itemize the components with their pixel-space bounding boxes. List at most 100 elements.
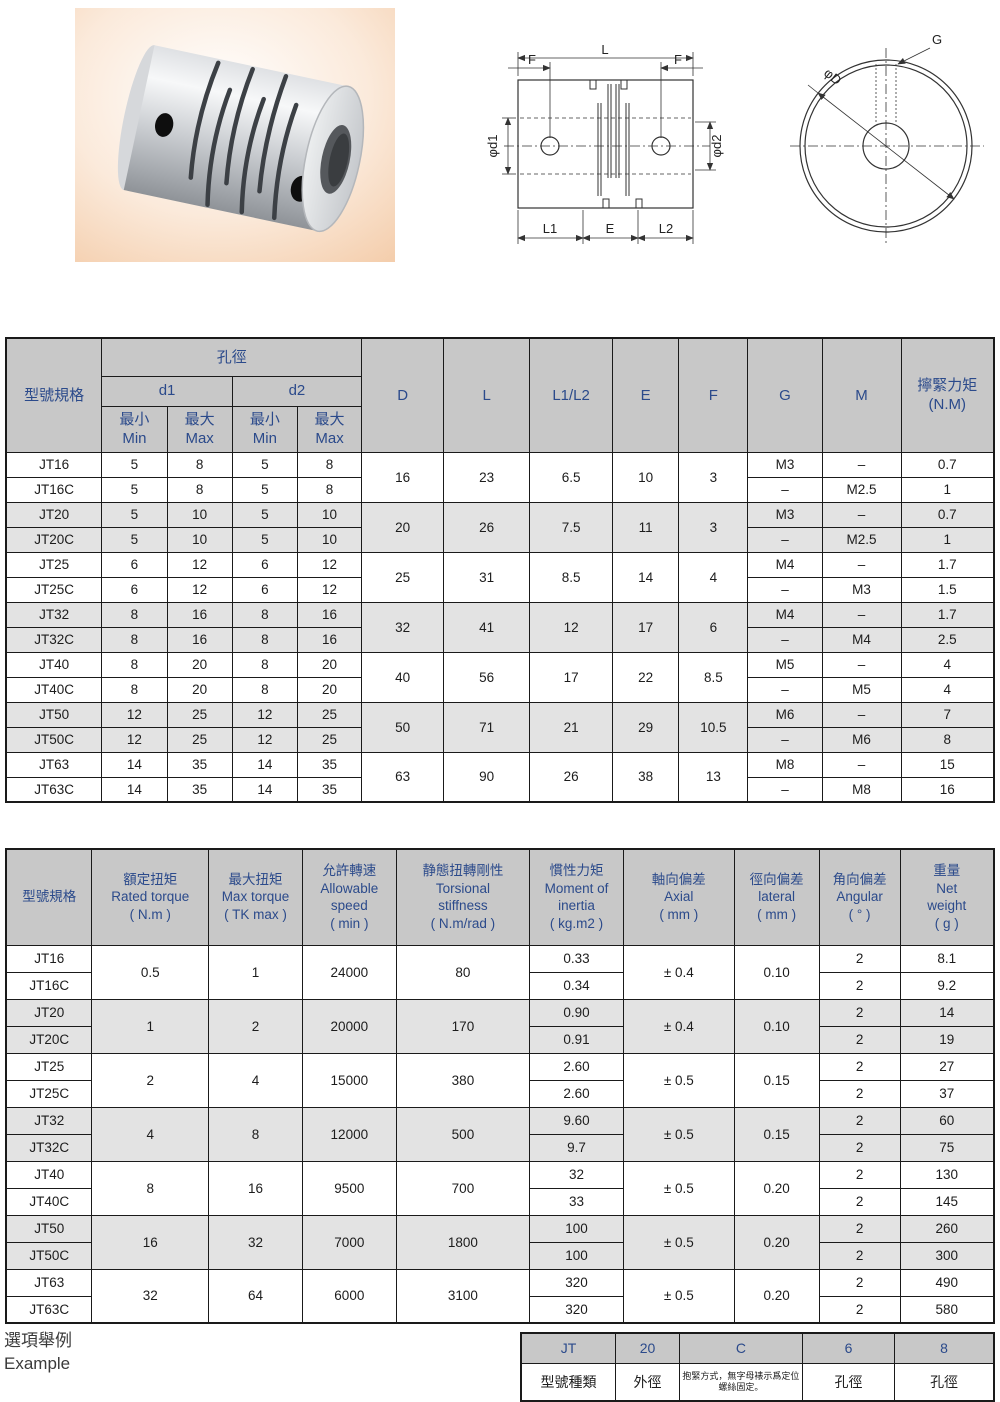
value-cell: 10: [166, 526, 233, 553]
dim-label-d1: φd1: [485, 135, 500, 158]
model-cell: JT32: [5, 1106, 93, 1135]
header-text: Max torque: [221, 889, 290, 905]
merged-dim-cell: 6: [678, 601, 749, 653]
value-cell: 5: [231, 451, 298, 478]
value-cell: 8: [900, 726, 995, 753]
merged-dim-cell: 25: [361, 551, 445, 603]
value-cell: M3: [747, 501, 823, 528]
value-cell: –: [747, 676, 823, 703]
technical-drawing: L F F φd1 φd2 L1 E L2 G φD: [478, 18, 998, 262]
table-row: JT50 12 25 12 25 50 71 21 29 10.5 M6–7: [5, 701, 995, 753]
value-cell: 15: [900, 751, 995, 778]
model-cell: JT25C: [5, 1079, 93, 1108]
column-header: 最大扭矩 Max torque ( TK max ): [208, 848, 303, 946]
table-row: JT32C 8 16 8 16– M4 2.5: [5, 626, 995, 653]
value-cell: 2: [818, 1133, 901, 1162]
model-cell: JT40C: [5, 676, 103, 703]
bore-hole-inner: [328, 133, 350, 187]
value-cell: 25: [296, 726, 363, 753]
header-text: Rated torque: [111, 889, 190, 905]
col-header-d2: d2: [231, 375, 363, 407]
header-text: 型號規格: [22, 889, 77, 905]
merged-perf-cell: 24000: [301, 944, 397, 1000]
value-cell: 14: [231, 751, 298, 778]
model-cell: JT16C: [5, 971, 93, 1000]
example-desc-size: 外徑: [615, 1362, 680, 1402]
header-text: Angular: [836, 889, 883, 905]
value-cell: 25: [166, 701, 233, 728]
value-cell: 14: [231, 776, 298, 803]
value-cell: 260: [899, 1214, 995, 1243]
example-code-size: 20: [615, 1332, 680, 1364]
merged-dim-cell: 26: [529, 751, 614, 803]
merged-perf-cell: 16: [208, 1160, 303, 1216]
merged-perf-cell: 15000: [301, 1052, 397, 1108]
value-cell: 5: [231, 526, 298, 553]
model-cell: JT50C: [5, 1241, 93, 1270]
value-cell: 37: [899, 1079, 995, 1108]
value-cell: 25: [296, 701, 363, 728]
value-cell: 5: [101, 476, 168, 503]
header-text: 額定扭矩: [123, 871, 178, 887]
merged-perf-cell: 2: [91, 1052, 210, 1108]
table-row: JT16C 5 8 5 8– M2.5 1: [5, 476, 995, 503]
dim-label-d2: φd2: [709, 135, 724, 158]
table-row: JT20 1 2 20000 170 0.90 ± 0.4 0.10 2 14: [5, 998, 995, 1054]
value-cell: M4: [747, 551, 823, 578]
value-cell: 14: [899, 998, 995, 1027]
value-cell: M2.5: [821, 476, 902, 503]
value-cell: 5: [101, 451, 168, 478]
value-cell: 6: [101, 551, 168, 578]
value-cell: 0.90: [529, 998, 624, 1027]
value-cell: 20: [166, 651, 233, 678]
value-cell: 10: [166, 501, 233, 528]
table-row: JT25 6 12 6 12 25 31 8.5 14 4 M4–1.7: [5, 551, 995, 603]
value-cell: M4: [747, 601, 823, 628]
merged-perf-cell: ± 0.5: [622, 1106, 735, 1162]
table-row: JT16C 0.34 2 9.2: [5, 971, 995, 1000]
header-text: ( N.m ): [129, 907, 171, 923]
merged-dim-cell: 38: [612, 751, 680, 803]
value-cell: 130: [899, 1160, 995, 1189]
value-cell: 2: [818, 1268, 901, 1297]
merged-dim-cell: 3: [678, 451, 749, 503]
dim-label-L2: L2: [659, 221, 673, 236]
value-cell: 100: [529, 1241, 624, 1270]
dim-label-F-right: F: [674, 52, 682, 67]
example-code-series: JT: [520, 1332, 617, 1364]
merged-perf-cell: 12000: [301, 1106, 397, 1162]
product-photo: [75, 8, 395, 262]
header-text: stiffness: [438, 898, 488, 914]
header-text: Net: [936, 880, 958, 896]
value-cell: –: [821, 501, 902, 528]
header-text: Torsional: [435, 880, 490, 896]
coupling-photo-graphic: [75, 8, 395, 262]
col-header-model: 型號規格: [5, 337, 103, 453]
value-cell: 35: [296, 751, 363, 778]
merged-perf-cell: 0.15: [733, 1052, 820, 1108]
column-header: 角向偏差 Angular ( ° ): [818, 848, 901, 946]
value-cell: 145: [899, 1187, 995, 1216]
performance-table-header: 型號規格 額定扭矩 Rated torque ( N.m ) 最大扭矩 Max torqu…: [5, 848, 995, 946]
value-cell: 2: [818, 971, 901, 1000]
merged-perf-cell: 4: [208, 1052, 303, 1108]
table-row: JT25 2 4 15000 380 2.60 ± 0.5 0.15 2 27: [5, 1052, 995, 1108]
merged-dim-cell: 10.5: [678, 701, 749, 753]
value-cell: 1: [900, 526, 995, 553]
value-cell: 10: [296, 501, 363, 528]
merged-perf-cell: 6000: [301, 1268, 397, 1324]
merged-dim-cell: 8.5: [529, 551, 614, 603]
merged-perf-cell: 0.20: [733, 1214, 820, 1270]
example-table-body: 型號種類 外徑 抱緊方式，無字母裱示爲定位螺絲固定。 孔徑 孔徑: [520, 1362, 995, 1402]
model-cell: JT63C: [5, 1295, 93, 1324]
value-cell: 8.1: [899, 944, 995, 973]
merged-perf-cell: 0.10: [733, 944, 820, 1000]
header-text: Axial: [664, 889, 694, 905]
merged-dim-cell: 7.5: [529, 501, 614, 553]
value-cell: 0.33: [529, 944, 624, 973]
value-cell: 2: [818, 1079, 901, 1108]
merged-dim-cell: 21: [529, 701, 614, 753]
value-cell: 0.7: [900, 501, 995, 528]
value-cell: 490: [899, 1268, 995, 1297]
value-cell: 1: [900, 476, 995, 503]
